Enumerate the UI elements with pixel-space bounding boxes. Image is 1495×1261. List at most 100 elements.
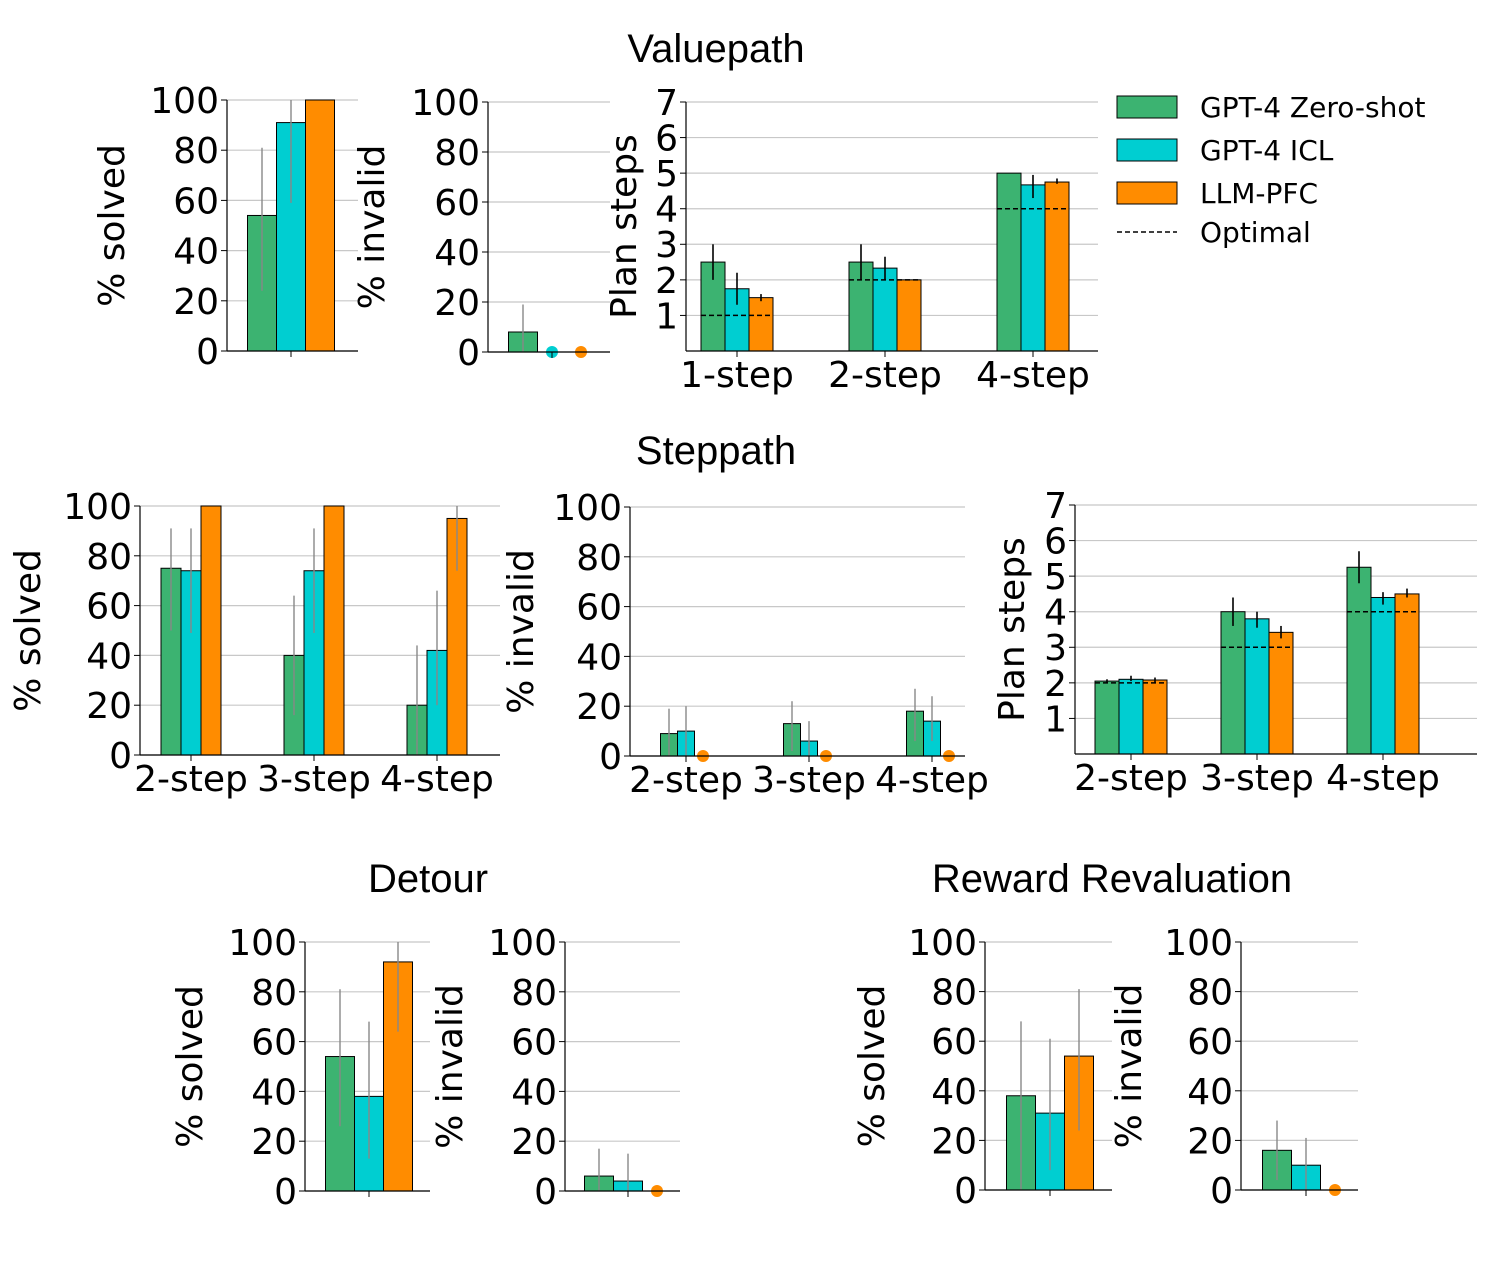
y-tick-label: 20: [251, 1122, 297, 1163]
legend-swatch-llm-pfc: [1116, 181, 1178, 205]
section-title-detour: Detour: [368, 857, 488, 901]
legend-swatch-zero-shot: [1116, 95, 1178, 119]
chart-dt-solved: 0 20 40 60 80 100 % solved: [170, 923, 430, 1213]
y-tick-label: 40: [251, 1072, 297, 1113]
bar-llm-pfc: [1142, 679, 1168, 755]
x-tick-label: 2-step: [1074, 758, 1188, 799]
x-tick-label: 2-step: [134, 759, 248, 800]
section-title-reward-revaluation: Reward Revaluation: [932, 857, 1292, 901]
y-tick-label: 1: [1044, 699, 1067, 740]
y-tick-label: 100: [908, 923, 977, 964]
y-tick-label: 6: [655, 119, 678, 160]
y-tick-label: 80: [173, 131, 219, 172]
y-tick-label: 40: [1187, 1072, 1233, 1113]
y-axis-label: Plan steps: [992, 537, 1033, 722]
y-tick-label: 20: [86, 686, 132, 727]
y-axis-label: % solved: [92, 144, 133, 307]
y-tick-label: 100: [228, 923, 297, 964]
bar-gpt-4-icl: [1020, 184, 1046, 352]
y-tick-label: 5: [655, 154, 678, 195]
chart-vp-invalid: 0 20 40 60 80 100 % invalid: [352, 83, 610, 374]
y-tick-label: 5: [1044, 557, 1067, 598]
chart-vp-solved: 0 20 40 60 80 100 % solved: [92, 81, 358, 373]
y-axis-label: % solved: [170, 985, 211, 1148]
bar-llm-pfc: [896, 279, 922, 352]
y-tick-label: 2: [655, 261, 678, 302]
y-tick-label: 80: [251, 973, 297, 1014]
y-tick-label: 6: [1044, 522, 1067, 563]
y-tick-label: 60: [173, 181, 219, 222]
y-axis-label: % solved: [852, 985, 893, 1148]
y-tick-label: 7: [1044, 486, 1067, 527]
bar-gpt-4-zero-shot: [1346, 566, 1372, 755]
bar-gpt-4-icl: [1370, 596, 1396, 755]
y-tick-label: 4: [655, 190, 678, 231]
x-tick-label: 4-step: [976, 355, 1090, 396]
y-tick-label: 100: [488, 923, 557, 964]
y-tick-label: 3: [1044, 628, 1067, 669]
chart-sp-solved: 0 20 40 60 80 100 % solved 2-step 3-step 4-step: [8, 487, 500, 800]
bar-gpt-4-zero-shot: [1094, 680, 1120, 755]
legend-label-optimal: Optimal: [1200, 216, 1311, 249]
bar-llm-pfc: [1394, 593, 1420, 755]
x-tick-label: 3-step: [752, 760, 866, 801]
x-tick-label: 4-step: [380, 759, 494, 800]
section-title-steppath: Steppath: [636, 429, 796, 473]
y-tick-label: 80: [931, 973, 977, 1014]
legend-swatch-icl: [1116, 138, 1178, 162]
legend: GPT-4 Zero-shot GPT-4 ICL LLM-PFC Optima…: [1116, 91, 1425, 249]
bar-gpt-4-icl: [1244, 618, 1270, 755]
chart-rr-solved: 0 20 40 60 80 100 % solved: [852, 923, 1112, 1212]
y-tick-label: 40: [576, 637, 622, 678]
y-tick-label: 1: [655, 296, 678, 337]
x-tick-label: 1-step: [680, 355, 794, 396]
bar-llm-pfc: [1268, 631, 1294, 755]
y-tick-label: 20: [173, 282, 219, 323]
y-axis-label: % invalid: [1109, 984, 1150, 1149]
y-tick-label: 40: [931, 1072, 977, 1113]
y-tick-label: 60: [576, 588, 622, 629]
y-tick-label: 80: [511, 973, 557, 1014]
y-tick-label: 20: [511, 1122, 557, 1163]
y-tick-label: 60: [251, 1023, 297, 1064]
bar-llm-pfc: [323, 505, 345, 756]
y-tick-label: 0: [196, 332, 219, 373]
y-tick-label: 100: [411, 83, 480, 124]
chart-sp-invalid: 0 20 40 60 80 100 % invalid 2-step 3-step 4-step: [501, 488, 989, 801]
y-axis-label: % solved: [8, 549, 49, 712]
legend-label-icl: GPT-4 ICL: [1200, 134, 1334, 167]
legend-label-llm-pfc: LLM-PFC: [1200, 177, 1318, 210]
y-tick-label: 80: [1187, 973, 1233, 1014]
bar-gpt-4-zero-shot: [996, 172, 1022, 352]
y-tick-label: 60: [511, 1023, 557, 1064]
y-axis-label: Plan steps: [604, 134, 645, 319]
y-tick-label: 100: [553, 488, 622, 529]
x-tick-label: 2-step: [828, 355, 942, 396]
bar-gpt-4-zero-shot: [1220, 611, 1246, 755]
bar-llm-pfc: [748, 297, 774, 352]
y-tick-label: 100: [150, 81, 219, 122]
y-tick-label: 60: [434, 183, 480, 224]
y-tick-label: 0: [534, 1172, 557, 1213]
y-tick-label: 20: [1187, 1121, 1233, 1162]
y-tick-label: 80: [86, 537, 132, 578]
y-axis-label: % invalid: [501, 549, 542, 714]
chart-dt-invalid: 0 20 40 60 80 100 % invalid: [430, 923, 680, 1213]
y-tick-label: 4: [1044, 593, 1067, 634]
y-tick-label: 60: [86, 587, 132, 628]
y-tick-label: 80: [576, 538, 622, 579]
x-tick-label: 3-step: [1200, 758, 1314, 799]
y-tick-label: 0: [954, 1171, 977, 1212]
y-tick-label: 0: [457, 333, 480, 374]
y-axis-label: % invalid: [352, 145, 393, 310]
x-tick-label: 4-step: [1326, 758, 1440, 799]
y-tick-label: 80: [434, 133, 480, 174]
y-tick-label: 2: [1044, 664, 1067, 705]
chart-rr-invalid: 0 20 40 60 80 100 % invalid: [1109, 923, 1358, 1212]
y-tick-label: 40: [86, 636, 132, 677]
y-tick-label: 60: [1187, 1022, 1233, 1063]
y-tick-label: 0: [109, 736, 132, 777]
